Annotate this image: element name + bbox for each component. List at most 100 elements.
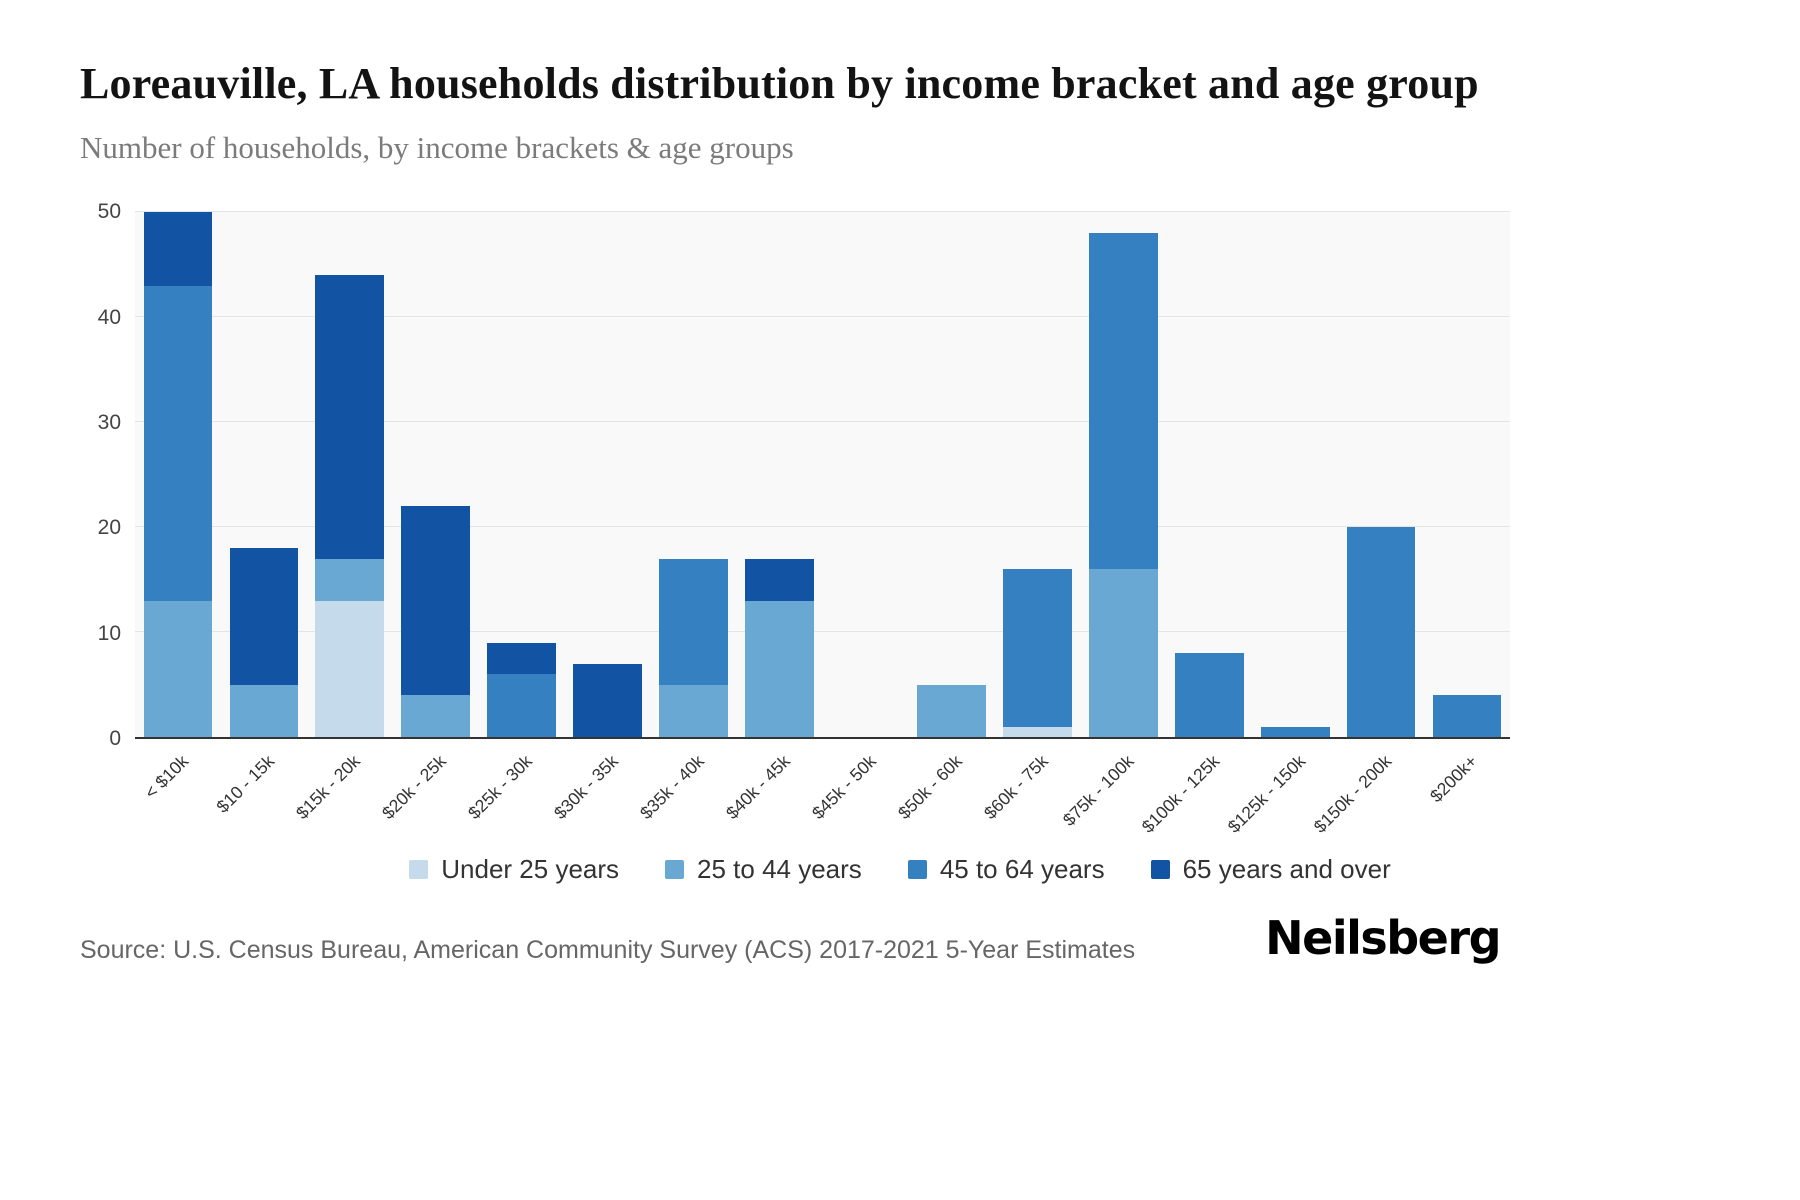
stacked-bar — [1002, 212, 1072, 738]
bar-segment — [315, 275, 385, 559]
bars-row — [135, 212, 1510, 738]
legend-label: 65 years and over — [1182, 854, 1391, 885]
legend-label: Under 25 years — [441, 854, 620, 885]
stacked-bar — [917, 212, 986, 738]
x-slot: < $10k — [135, 739, 221, 844]
stacked-bar — [1346, 212, 1416, 738]
stacked-bar — [831, 212, 900, 737]
stacked-bar — [573, 212, 643, 738]
bar-slot — [307, 212, 393, 738]
bar-slot — [737, 212, 823, 738]
x-slot: $60k - 75k — [980, 739, 1080, 844]
x-slot: $45k - 50k — [808, 739, 909, 844]
x-axis-label: < $10k — [140, 751, 193, 803]
legend-swatch — [665, 860, 685, 880]
bar-segment — [917, 684, 986, 738]
legend-swatch — [409, 860, 429, 880]
bar-segment — [745, 558, 814, 601]
bar-segment — [1002, 569, 1072, 727]
y-tick-label: 10 — [97, 621, 121, 645]
bar-slot — [135, 212, 221, 738]
stacked-bar — [1432, 212, 1502, 738]
bar-segment — [487, 674, 557, 738]
gridline — [135, 421, 1510, 423]
x-slot: $35k - 40k — [636, 739, 737, 844]
bar-segment — [1174, 653, 1244, 738]
bar-segment — [573, 663, 643, 738]
gridline — [135, 526, 1510, 528]
bar-segment — [143, 212, 213, 286]
bar-segment — [143, 285, 213, 601]
bar-segment — [315, 558, 385, 601]
x-slot: $150k - 200k — [1310, 739, 1424, 844]
y-tick-label: 40 — [97, 305, 121, 329]
bar-slot — [221, 212, 307, 738]
bar-slot — [393, 212, 479, 738]
bar-slot — [1166, 212, 1252, 738]
legend-item: 25 to 44 years — [665, 854, 862, 885]
stacked-bar-chart: 0 10 20 30 40 50 < $10k $10 - 15k $15k - 20k $20… — [80, 200, 1510, 844]
bar-segment — [1432, 695, 1502, 738]
bar-slot — [651, 212, 737, 738]
bar-segment — [1002, 726, 1072, 738]
legend-item: Under 25 years — [409, 854, 619, 885]
stacked-bar — [143, 212, 213, 738]
bar-segment — [229, 548, 299, 685]
stacked-bar — [487, 212, 557, 738]
bar-segment — [1088, 233, 1158, 570]
bar-segment — [401, 695, 471, 738]
bar-segment — [143, 600, 213, 738]
stacked-bar — [401, 212, 471, 738]
bar-segment — [487, 642, 557, 675]
bar-slot — [823, 212, 909, 737]
bar-segment — [315, 600, 385, 738]
bar-slot — [994, 212, 1080, 738]
stacked-bar — [315, 212, 385, 738]
legend-label: 25 to 44 years — [697, 854, 862, 885]
stacked-bar — [1174, 212, 1244, 738]
stacked-bar — [1260, 212, 1330, 738]
legend: Under 25 years 25 to 44 years 45 to 64 yea… — [80, 854, 1720, 885]
bar-slot — [1338, 212, 1424, 738]
bar-slot — [479, 212, 565, 738]
x-slot: $20k - 25k — [378, 739, 479, 844]
gridline — [135, 631, 1510, 633]
x-axis-label: $10 - 15k — [212, 751, 279, 817]
bar-slot — [1080, 212, 1166, 738]
chart-title: Loreauville, LA households distribution … — [80, 59, 1479, 108]
bar-segment — [1346, 527, 1416, 738]
x-slot: $50k - 60k — [894, 739, 994, 844]
x-slot: $30k - 35k — [550, 739, 651, 844]
stacked-bar — [1088, 212, 1158, 738]
neilsberg-logo: Neilsberg — [1265, 911, 1501, 966]
bar-slot — [565, 212, 651, 738]
legend-swatch — [907, 860, 927, 880]
y-tick-label: 50 — [97, 200, 121, 224]
bar-slot — [1252, 212, 1338, 738]
gridline — [135, 211, 1510, 213]
y-tick-label: 30 — [97, 411, 121, 434]
x-slot: $40k - 45k — [722, 739, 823, 844]
bar-slot — [1424, 212, 1510, 738]
bar-segment — [659, 558, 728, 685]
bar-segment — [401, 506, 471, 696]
x-slot: $25k - 30k — [464, 739, 565, 844]
source-text: Source: U.S. Census Bureau, American Com… — [80, 936, 1136, 965]
legend-swatch — [1150, 860, 1170, 880]
stacked-bar — [659, 212, 728, 738]
y-tick-label: 0 — [109, 727, 121, 751]
stacked-bar — [229, 212, 299, 738]
chart-subtitle: Number of households, by income brackets… — [80, 130, 794, 166]
legend-label: 45 to 64 years — [939, 854, 1105, 885]
x-slot: $15k - 20k — [292, 739, 393, 844]
y-tick-label: 20 — [97, 516, 121, 540]
x-axis-label: $200k+ — [1426, 751, 1482, 807]
x-axis-labels: < $10k $10 - 15k $15k - 20k $20k - 25k $25k … — [135, 739, 1510, 844]
bar-slot — [908, 212, 994, 738]
bar-segment — [659, 684, 728, 738]
legend-item: 45 to 64 years — [907, 854, 1105, 885]
bar-segment — [1260, 726, 1330, 738]
gridline — [135, 316, 1510, 318]
plot-area — [135, 211, 1510, 740]
